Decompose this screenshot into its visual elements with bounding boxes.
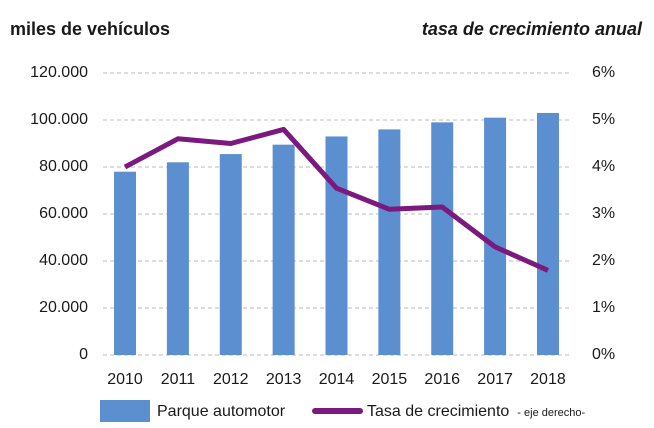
- y-tick-label: 0: [79, 346, 88, 363]
- x-tick-label: 2018: [530, 371, 566, 388]
- legend-label: Parque automotor: [157, 403, 286, 420]
- y-tick-label: 80.000: [39, 158, 88, 175]
- bar: [536, 112, 559, 355]
- x-tick-label: 2011: [161, 371, 196, 388]
- x-tick-label: 2010: [107, 371, 143, 388]
- y-tick-label: 120.000: [30, 64, 88, 81]
- x-tick-label: 2012: [213, 371, 249, 388]
- y2-tick-label: 5%: [592, 111, 615, 128]
- x-tick-label: 2013: [266, 371, 302, 388]
- y-tick-label: 40.000: [39, 252, 88, 269]
- x-tick-label: 2016: [424, 371, 460, 388]
- y-tick-label: 100.000: [30, 111, 88, 128]
- y2-tick-label: 3%: [592, 205, 615, 222]
- x-tick-label: 2014: [319, 371, 355, 388]
- bar: [431, 122, 454, 355]
- legend-note: - eje derecho-: [517, 407, 585, 419]
- bar: [219, 154, 242, 355]
- y2-tick-label: 6%: [592, 64, 615, 81]
- y2-axis-title: tasa de crecimiento anual: [422, 19, 643, 39]
- bar: [378, 129, 401, 355]
- bar: [325, 136, 348, 355]
- y-axis-title: miles de vehículos: [10, 19, 170, 39]
- bar: [114, 171, 137, 355]
- y-tick-label: 20.000: [39, 299, 88, 316]
- legend-label: Tasa de crecimiento: [367, 403, 509, 420]
- legend-swatch: [100, 400, 150, 422]
- bar: [166, 162, 189, 355]
- bar: [272, 144, 295, 355]
- x-tick-label: 2015: [372, 371, 408, 388]
- y2-tick-label: 1%: [592, 299, 615, 316]
- y2-tick-label: 0%: [592, 346, 615, 363]
- y2-tick-label: 4%: [592, 158, 615, 175]
- line: [123, 126, 549, 273]
- y2-tick-label: 2%: [592, 252, 615, 269]
- bar: [484, 117, 507, 356]
- y-tick-label: 60.000: [39, 205, 88, 222]
- x-tick-label: 2017: [477, 371, 513, 388]
